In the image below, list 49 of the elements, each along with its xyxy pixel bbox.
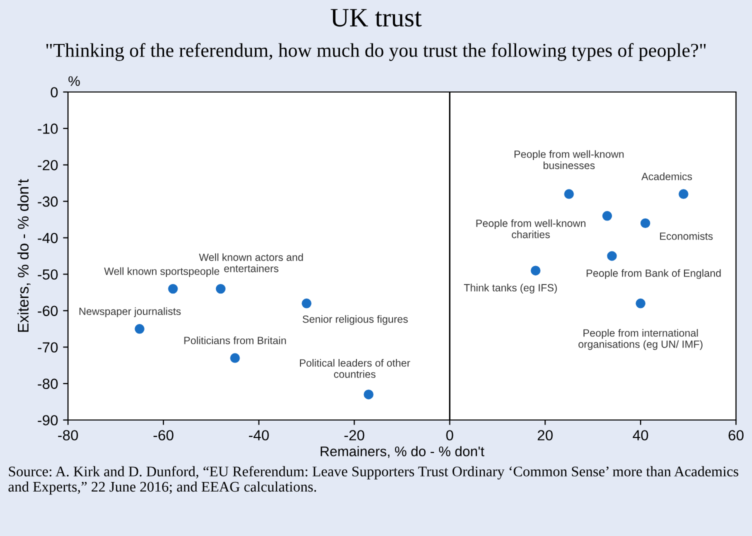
- y-tick-label: -70: [38, 342, 58, 353]
- x-tick-label: -20: [344, 430, 364, 440]
- annotation: People from well-known businesses: [514, 150, 624, 170]
- annotation: People from Bank of England: [586, 269, 721, 279]
- y-tick-label: -10: [38, 124, 58, 134]
- y-tick-label: -90: [38, 415, 58, 426]
- x-tick-label: 40: [632, 430, 648, 440]
- point: [640, 218, 650, 228]
- point: [607, 251, 617, 261]
- point: [602, 211, 612, 221]
- x-tick-label: 0: [446, 430, 454, 440]
- source-note: Source: A. Kirk and D. Dunford, “EU Referendum: Leave Supporters Trust Ordinary ‘Common Sense’ more than Academics and Experts,” 22 June 2016; and EEAG calculations.: [8, 466, 738, 495]
- x-tick-label: -80: [58, 430, 78, 440]
- annotation: Think tanks (eg IFS): [464, 284, 557, 294]
- point: [168, 284, 178, 294]
- point: [678, 189, 688, 199]
- chart-subtitle: "Thinking of the referendum, how much do you trust the following types of people?": [46, 43, 706, 61]
- y-axis-title: Exiters, % do - % don't: [17, 179, 30, 332]
- annotation: Well known sportspeople: [104, 267, 220, 277]
- y-tick-label: -20: [38, 160, 58, 170]
- point: [134, 324, 144, 334]
- x-tick-label: 60: [728, 430, 744, 440]
- y-tick-label: -50: [38, 269, 58, 280]
- annotation: Political leaders of other countries: [300, 359, 410, 378]
- annotation: People from well-known charities: [476, 219, 586, 238]
- text: %: [68, 76, 80, 86]
- y-tick-label: 0: [50, 87, 58, 98]
- point: [230, 353, 240, 363]
- point: [302, 298, 312, 308]
- annotation: Senior religious figures: [302, 315, 408, 325]
- y-tick-label: -60: [38, 306, 58, 316]
- point: [216, 284, 226, 294]
- point: [564, 189, 574, 199]
- x-axis-title: Remainers, % do - % don't: [320, 446, 484, 458]
- point: [530, 266, 540, 276]
- x-tick-label: -40: [248, 430, 269, 440]
- point: [636, 298, 646, 308]
- annotation: Economists: [660, 232, 713, 240]
- point: [364, 390, 374, 400]
- x-tick-label: 20: [538, 430, 553, 440]
- annotation: People from international organisations (eg UN/ IMF): [578, 329, 702, 350]
- x-tick-label: -60: [154, 430, 174, 440]
- y-tick-label: -40: [38, 232, 58, 244]
- annotation: Academics: [641, 172, 692, 180]
- y-tick-label: -80: [38, 378, 58, 389]
- annotation: Newspaper journalists: [79, 307, 181, 318]
- chart-title: UK trust: [330, 9, 422, 27]
- annotation: Politicians from Britain: [184, 336, 286, 344]
- y-tick-label: -30: [38, 196, 58, 207]
